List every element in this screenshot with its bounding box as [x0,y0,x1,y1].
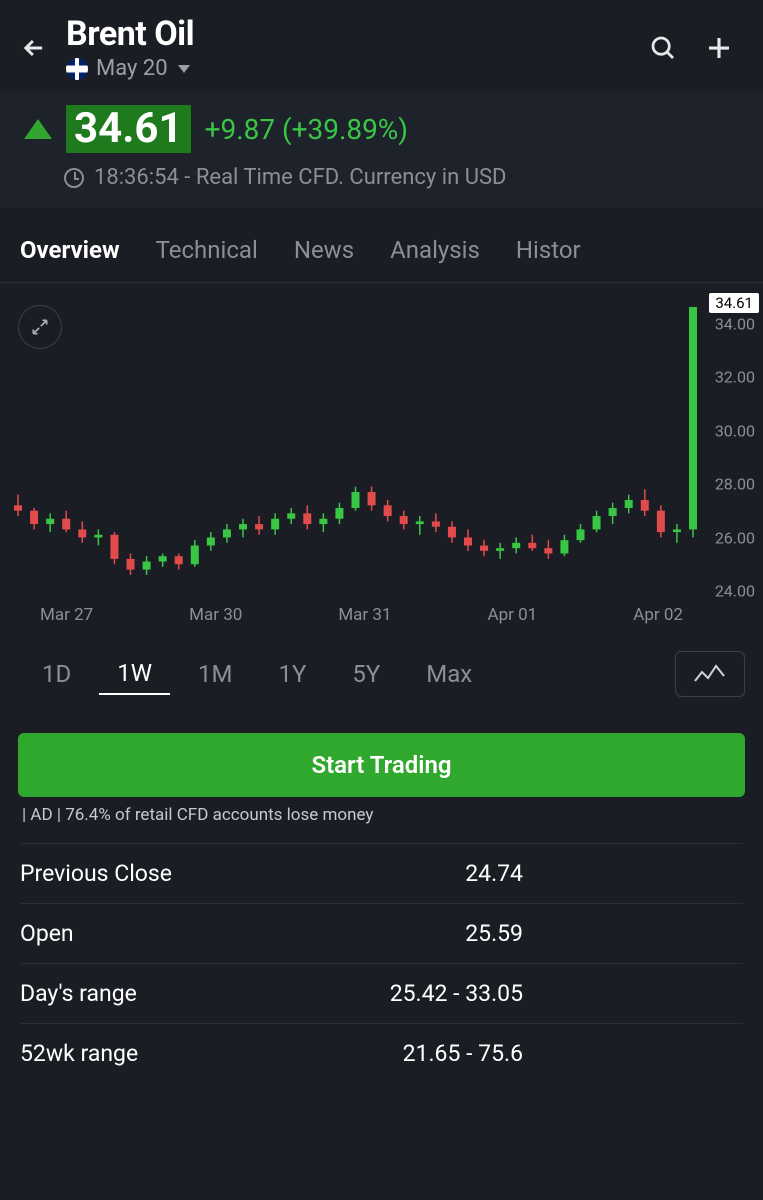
stat-row: Open 25.59 [20,903,743,963]
quote-time: 18:36:54 - Real Time CFD. Currency in US… [94,165,506,190]
range-max[interactable]: Max [408,654,490,694]
header: Brent Oil May 20 [0,0,763,91]
tab-histor[interactable]: Histor [516,218,581,282]
trend-up-icon [24,119,52,139]
y-tick: 28.00 [715,475,755,494]
range-5y[interactable]: 5Y [334,654,398,694]
y-tick: 34.00 [715,314,755,333]
price-badge: 34.61 [709,293,759,313]
chevron-down-icon [178,65,190,73]
stat-value: 21.65 - 75.6 [403,1040,743,1067]
contract-month: May 20 [96,56,168,81]
x-tick: Apr 01 [488,605,538,625]
tab-analysis[interactable]: Analysis [390,218,480,282]
instrument-title: Brent Oil [66,14,631,54]
quote-meta: 18:36:54 - Real Time CFD. Currency in US… [24,165,739,190]
stat-key: Open [20,920,74,947]
x-tick: Apr 02 [633,605,683,625]
section-tabs: Overview Technical News Analysis Histor [0,218,763,283]
start-trading-button[interactable]: Start Trading [18,733,745,797]
stat-key: Previous Close [20,860,172,887]
instrument-subtitle[interactable]: May 20 [66,56,631,81]
x-tick: Mar 30 [189,605,242,625]
y-tick: 30.00 [715,421,755,440]
stat-row: Day's range 25.42 - 33.05 [20,963,743,1023]
uk-flag-icon [66,58,88,80]
cta-section: Start Trading | AD | 76.4% of retail CFD… [0,723,763,843]
price-change: +9.87 (+39.89%) [205,113,408,146]
search-button[interactable] [639,24,687,72]
x-tick: Mar 31 [338,605,391,625]
x-tick: Mar 27 [40,605,93,625]
stats-table: Previous Close 24.74 Open 25.59 Day's range 2… [0,843,763,1083]
x-axis-labels: Mar 27 Mar 30 Mar 31 Apr 01 Apr 02 [0,599,763,625]
chart-area: 34.61 24.00 26.00 28.00 30.00 32.00 34.00 Mar… [0,283,763,625]
stat-key: Day's range [20,980,137,1007]
tab-overview[interactable]: Overview [20,218,120,282]
range-1m[interactable]: 1M [180,654,250,694]
back-button[interactable] [10,24,58,72]
tab-news[interactable]: News [294,218,354,282]
stat-value: 24.74 [465,860,743,887]
chart-type-button[interactable] [675,651,745,697]
range-selector: 1D1W1M1Y5YMax [0,625,763,723]
last-price: 34.61 [66,105,191,153]
candlestick-chart[interactable] [0,299,763,599]
add-button[interactable] [695,24,743,72]
stat-key: 52wk range [20,1040,138,1067]
expand-chart-button[interactable] [18,305,62,349]
title-block: Brent Oil May 20 [58,14,631,81]
risk-disclaimer: | AD | 76.4% of retail CFD accounts lose… [18,797,745,839]
range-1d[interactable]: 1D [24,654,89,694]
price-row: 34.61 +9.87 (+39.89%) [24,105,739,153]
y-tick: 24.00 [715,582,755,601]
tab-technical[interactable]: Technical [156,218,258,282]
clock-icon [64,168,84,188]
price-panel: 34.61 +9.87 (+39.89%) 18:36:54 - Real Ti… [0,91,763,208]
stat-row: 52wk range 21.65 - 75.6 [20,1023,743,1083]
stat-row: Previous Close 24.74 [20,843,743,903]
stat-value: 25.59 [465,920,743,947]
range-1y[interactable]: 1Y [260,654,324,694]
stat-value: 25.42 - 33.05 [390,980,743,1007]
y-tick: 32.00 [715,368,755,387]
y-tick: 26.00 [715,528,755,547]
range-1w[interactable]: 1W [99,653,170,695]
